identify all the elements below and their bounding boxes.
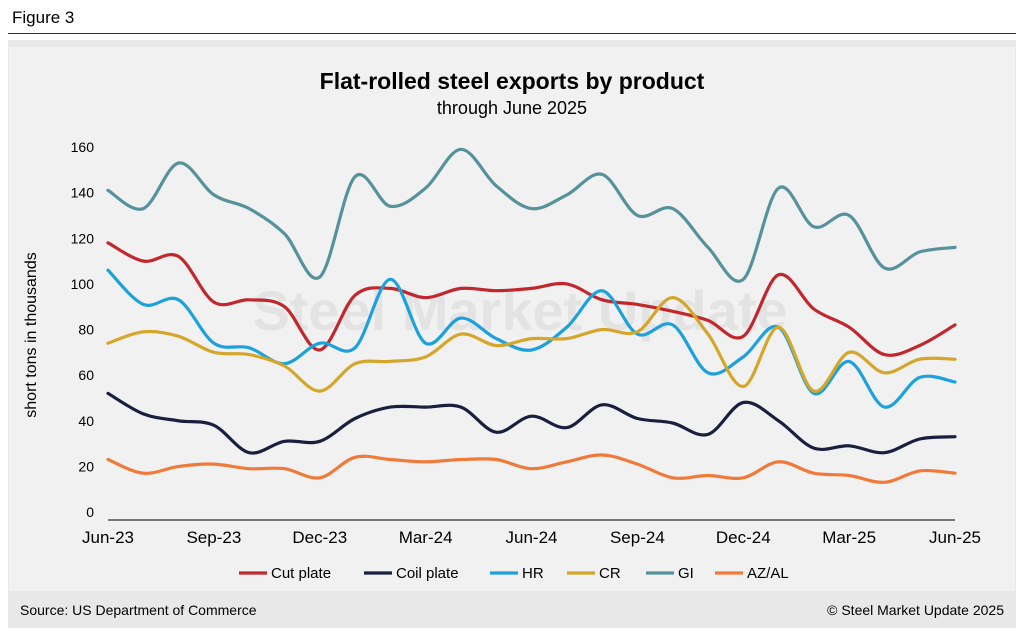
- y-tick-label: 80: [78, 322, 94, 338]
- x-tick-label: Mar-25: [822, 528, 876, 547]
- legend-label-hr: HR: [522, 565, 544, 582]
- y-tick-label: 0: [86, 504, 94, 520]
- legend-label-coil-plate: Coil plate: [396, 565, 459, 582]
- x-tick-label: Dec-24: [716, 528, 771, 547]
- legend: Cut plate Coil plate HR CR GI AZ/AL: [239, 565, 789, 582]
- x-tick-label: Jun-25: [929, 528, 981, 547]
- y-tick-label: 20: [78, 458, 94, 474]
- x-tick-label: Jun-23: [82, 528, 134, 547]
- series-line-cut-plate: [106, 241, 957, 357]
- series-line-gi: [106, 147, 957, 283]
- y-tick-label: 140: [71, 185, 95, 201]
- x-tick-label: Sep-23: [186, 528, 241, 547]
- legend-label-gi: GI: [678, 565, 694, 582]
- x-tick-label: Sep-24: [610, 528, 665, 547]
- legend-label-cr: CR: [599, 565, 621, 582]
- axes: 0 20 40 60 80 100 120 140 160 Jun-23 Sep-23 Dec-23 M…: [71, 139, 981, 547]
- figure-divider: [8, 33, 1016, 34]
- series-lines: [106, 147, 957, 484]
- series-line-coil-plate: [106, 391, 957, 455]
- series-line-cr: [106, 295, 957, 393]
- x-tick-label: Mar-24: [399, 528, 453, 547]
- series-line-hr: [106, 268, 957, 409]
- chart-subtitle: through June 2025: [436, 98, 588, 118]
- y-tick-label: 100: [71, 276, 95, 292]
- legend-label-az-al: AZ/AL: [747, 565, 789, 582]
- y-tick-label: 160: [71, 139, 95, 155]
- source-note: Source: US Department of Commerce: [20, 602, 257, 618]
- series-line-az-al: [106, 453, 957, 484]
- chart-area: [9, 47, 1015, 591]
- y-tick-label: 60: [78, 367, 94, 383]
- y-tick-label: 120: [71, 230, 95, 246]
- y-tick-label: 40: [78, 413, 94, 429]
- figure-label: Figure 3: [12, 8, 75, 27]
- x-tick-label: Dec-23: [292, 528, 347, 547]
- x-tick-label: Jun-24: [506, 528, 558, 547]
- chart-title: Flat-rolled steel exports by product: [319, 68, 705, 94]
- copyright-note: © Steel Market Update 2025: [827, 602, 1004, 618]
- legend-label-cut-plate: Cut plate: [271, 565, 331, 582]
